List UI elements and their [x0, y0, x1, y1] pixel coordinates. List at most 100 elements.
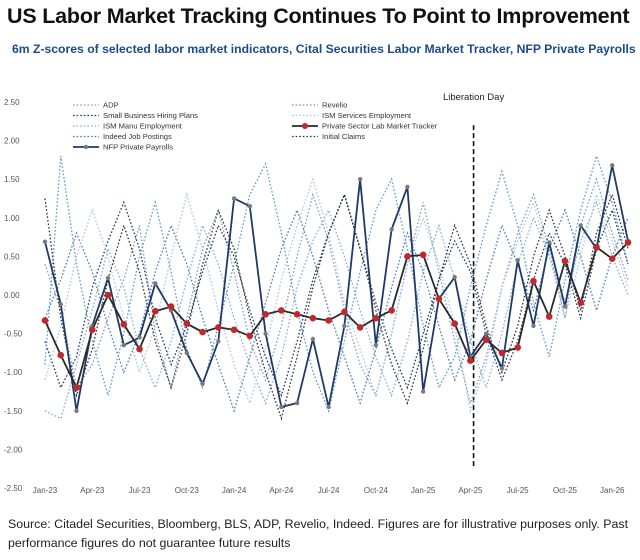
y-tick-label: -2.50	[4, 484, 23, 493]
legend-marker-nfp-private-payrolls	[83, 144, 89, 150]
x-tick-label: Jan-23	[33, 486, 58, 495]
data-point-nfp-private-payrolls	[42, 239, 48, 244]
legend-label-initial-claims: Initial Claims	[322, 132, 365, 141]
y-tick-label: 0.50	[4, 252, 20, 261]
data-point-private-sector-lab-market-tracker	[183, 320, 191, 327]
data-point-nfp-private-payrolls	[483, 331, 489, 336]
x-tick-label: Jul-23	[129, 486, 151, 495]
data-point-nfp-private-payrolls	[373, 342, 379, 348]
y-tick-label: -1.50	[4, 407, 23, 416]
data-point-private-sector-lab-market-tracker	[230, 326, 238, 334]
series-line-nfp-private-payrolls	[44, 165, 629, 411]
liberation-day-label: Liberation Day	[443, 92, 505, 103]
data-point-private-sector-lab-market-tracker	[167, 303, 175, 310]
legend: ADP Revelio Small Business Hiring Plans ISM…	[73, 101, 438, 152]
chart-title: US Labor Market Tracking Continues To Po…	[7, 4, 630, 28]
series-line-private-sector-lab-market-tracker	[44, 241, 629, 391]
data-point-private-sector-lab-market-tracker	[498, 349, 506, 357]
data-point-private-sector-lab-market-tracker	[404, 253, 411, 260]
legend-label-nfp-private-payrolls: NFP Private Payrolls	[103, 143, 173, 152]
x-tick-label: Jan-24	[222, 486, 247, 495]
x-tick-label: Oct-25	[553, 486, 578, 495]
series-lines	[41, 153, 632, 421]
x-tick-label: Oct-23	[175, 486, 200, 495]
y-tick-label: -2.00	[4, 445, 23, 454]
data-point-private-sector-lab-market-tracker	[246, 332, 254, 340]
data-point-nfp-private-payrolls	[342, 323, 347, 329]
data-point-nfp-private-payrolls	[247, 204, 253, 209]
y-axis: 2.50 2.00 1.50 1.00 0.50 0.00 -0.50 -1.00 -1.50 -…	[4, 98, 23, 493]
x-tick-label: Jul-25	[507, 486, 529, 495]
data-point-private-sector-lab-market-tracker	[57, 351, 65, 359]
data-point-nfp-private-payrolls	[610, 163, 615, 168]
data-point-nfp-private-payrolls	[231, 196, 237, 201]
data-point-nfp-private-payrolls	[547, 240, 552, 245]
data-point-private-sector-lab-market-tracker	[199, 328, 206, 336]
data-point-nfp-private-payrolls	[326, 404, 331, 410]
data-point-private-sector-lab-market-tracker	[278, 307, 285, 314]
data-point-private-sector-lab-market-tracker	[120, 321, 128, 328]
data-point-nfp-private-payrolls	[58, 302, 63, 307]
data-point-nfp-private-payrolls	[452, 275, 457, 280]
data-point-private-sector-lab-market-tracker	[530, 277, 537, 285]
data-point-private-sector-lab-market-tracker	[372, 314, 380, 322]
legend-label-private-sector-lab-market-tracker: Private Sector Lab Market Tracker	[322, 122, 438, 131]
y-tick-label: 2.50	[4, 98, 20, 107]
data-point-private-sector-lab-market-tracker	[309, 314, 317, 322]
footnote-line-1: Source: Citadel Securities, Bloomberg, B…	[8, 517, 629, 531]
y-tick-label: 0.00	[4, 291, 20, 300]
x-tick-label: Oct-24	[364, 486, 389, 495]
data-point-private-sector-lab-market-tracker	[467, 357, 474, 364]
data-point-nfp-private-payrolls	[294, 400, 300, 406]
data-point-private-sector-lab-market-tracker	[593, 243, 600, 251]
data-point-private-sector-lab-market-tracker	[262, 311, 269, 318]
legend-label-ism-services-employment: ISM Services Employment	[322, 111, 412, 120]
line-chart: 2.50 2.00 1.50 1.00 0.50 0.00 -0.50 -1.00 -1.50 -…	[4, 92, 632, 495]
chart-subtitle: 6m Z-scores of selected labor market ind…	[12, 42, 636, 56]
data-point-private-sector-lab-market-tracker	[482, 336, 490, 344]
liberation-day-annotation: Liberation Day	[443, 92, 505, 469]
x-tick-label: Apr-24	[269, 486, 294, 495]
data-point-nfp-private-payrolls	[420, 389, 426, 394]
data-point-nfp-private-payrolls	[531, 323, 536, 329]
data-point-private-sector-lab-market-tracker	[624, 239, 632, 246]
data-point-private-sector-lab-market-tracker	[104, 291, 112, 299]
data-point-nfp-private-payrolls	[578, 223, 583, 228]
data-point-nfp-private-payrolls	[121, 342, 126, 348]
data-point-nfp-private-payrolls	[74, 408, 79, 413]
data-point-nfp-private-payrolls	[515, 258, 520, 263]
legend-label-small-business-hiring-plans: Small Business Hiring Plans	[103, 111, 198, 120]
data-point-nfp-private-payrolls	[153, 281, 158, 286]
data-point-private-sector-lab-market-tracker	[136, 345, 143, 353]
data-point-nfp-private-payrolls	[279, 404, 284, 410]
data-point-private-sector-lab-market-tracker	[608, 255, 616, 263]
data-point-private-sector-lab-market-tracker	[41, 317, 49, 324]
data-point-private-sector-lab-market-tracker	[215, 324, 222, 331]
data-point-nfp-private-payrolls	[562, 304, 568, 309]
data-point-nfp-private-payrolls	[263, 331, 268, 336]
data-point-nfp-private-payrolls	[137, 335, 142, 340]
data-point-nfp-private-payrolls	[357, 177, 363, 182]
y-tick-label: -0.50	[4, 330, 23, 339]
y-tick-label: 1.50	[4, 175, 20, 184]
legend-label-revelio: Revelio	[322, 101, 347, 110]
data-point-private-sector-lab-market-tracker	[151, 307, 159, 315]
data-point-private-sector-lab-market-tracker	[388, 307, 395, 314]
data-point-nfp-private-payrolls	[184, 350, 190, 356]
data-point-private-sector-lab-market-tracker	[545, 313, 553, 320]
x-tick-label: Jan-25	[411, 486, 436, 495]
series-line-adp	[44, 177, 629, 406]
y-tick-label: -1.00	[4, 368, 23, 377]
data-point-nfp-private-payrolls	[405, 184, 410, 190]
series-line-initial-claims	[44, 192, 629, 421]
legend-label-adp: ADP	[103, 101, 119, 110]
data-point-private-sector-lab-market-tracker	[356, 324, 364, 331]
series-line-ism-services-employment	[44, 177, 629, 414]
x-tick-label: Apr-25	[458, 486, 483, 495]
data-point-nfp-private-payrolls	[389, 227, 394, 232]
data-point-private-sector-lab-market-tracker	[293, 311, 301, 318]
legend-label-ism-manu-employment: ISM Manu Employment	[103, 122, 183, 131]
data-point-private-sector-lab-market-tracker	[73, 384, 80, 391]
data-point-private-sector-lab-market-tracker	[514, 344, 522, 351]
series-line-indeed-job-postings	[44, 208, 629, 413]
